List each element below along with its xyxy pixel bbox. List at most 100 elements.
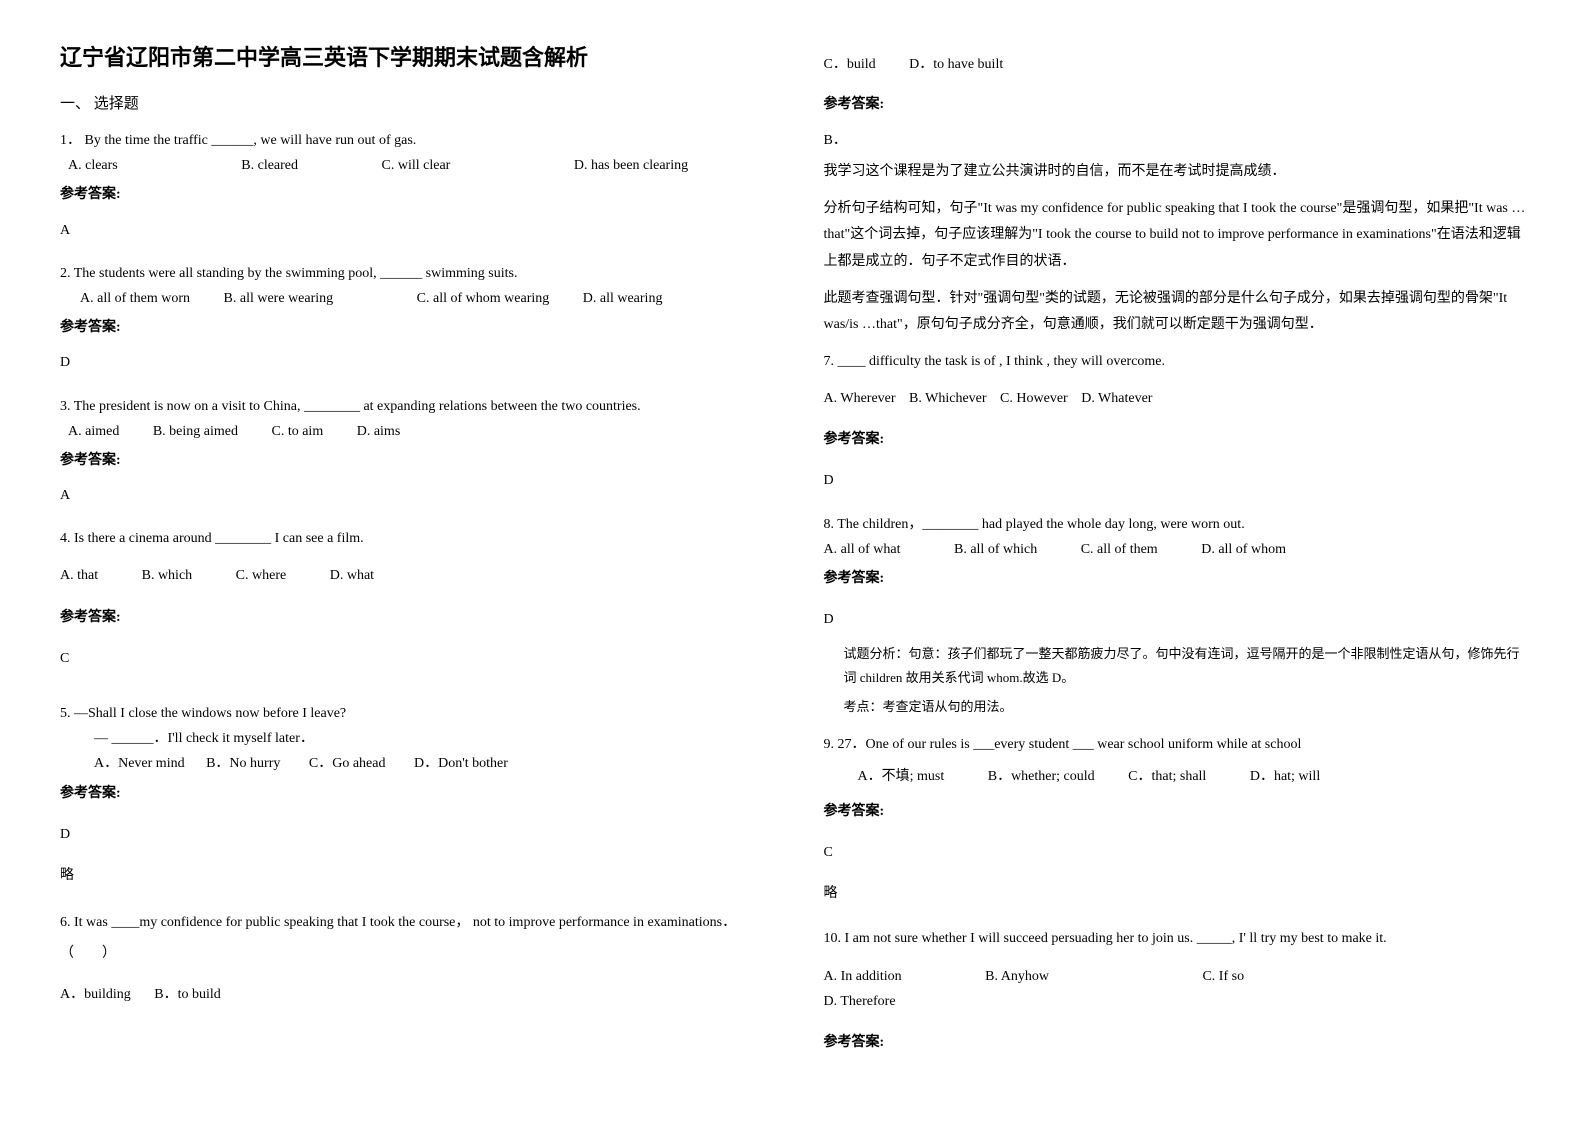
q2-optA: A. all of them worn [60,286,190,311]
q6-answer-label: 参考答案: [824,93,1528,113]
q1-optA: A. clears [60,153,118,178]
q1-options: A. clears B. cleared C. will clear D. ha… [60,153,764,178]
q9-text: 9. 27．One of our rules is ___every stude… [824,732,1528,757]
q8-optC: C. all of them [1081,537,1158,562]
q3-options: A. aimed B. being aimed C. to aim D. aim… [60,419,764,444]
q3-text: 3. The president is now on a visit to Ch… [60,394,764,419]
q1-optD: D. has been clearing [574,153,688,178]
q10-optA: A. In addition [824,964,902,989]
q7-options: A. Wherever B. Whichever C. However D. W… [824,386,1528,411]
q7-answer: D [824,468,1528,493]
q3-optC: C. to aim [271,419,323,444]
q7-text: 7. ____ difficulty the task is of , I th… [824,349,1528,374]
q4-optD: D. what [330,563,374,588]
q4-optB: B. which [142,563,193,588]
question-8: 8. The children，________ had played the … [824,512,1528,725]
q8-optA: A. all of what [824,537,901,562]
q6-exp2: 分析句子结构可知，句子"It was my confidence for pub… [824,196,1528,276]
question-4: 4. Is there a cinema around ________ I c… [60,526,764,681]
q1-optC: C. will clear [382,153,451,178]
question-7: 7. ____ difficulty the task is of , I th… [824,349,1528,504]
question-3: 3. The president is now on a visit to Ch… [60,394,764,519]
question-9: 9. 27．One of our rules is ___every stude… [824,732,1528,906]
q10-options: A. In addition B. Anyhow C. If so D. The… [824,964,1528,1014]
question-2: 2. The students were all standing by the… [60,261,764,386]
q5-text: 5. —Shall I close the windows now before… [60,701,764,726]
q9-note: 略 [824,881,1528,906]
q7-optC: C. However [1000,386,1068,411]
question-5: 5. —Shall I close the windows now before… [60,701,764,888]
q8-analysis1: 试题分析：句意：孩子们都玩了一整天都筋疲力尽了。句中没有连词，逗号隔开的是一个非… [824,642,1528,689]
q9-optA: A．不填; must [858,764,945,789]
q2-optB: B. all were wearing [224,286,334,311]
q5-optC: C．Go ahead [309,751,386,776]
left-column: 辽宁省辽阳市第二中学高三英语下学期期末试题含解析 一、 选择题 1． By th… [60,40,764,1082]
section-header: 一、 选择题 [60,92,764,113]
q5-note: 略 [60,863,764,888]
q5-answer-label: 参考答案: [60,781,764,806]
q2-options: A. all of them worn B. all were wearing … [60,286,764,311]
q6-options-row1: A．building B．to build [60,982,764,1007]
q7-optA: A. Wherever [824,386,896,411]
q6-answer: B． [824,129,1528,149]
q7-optD: D. Whatever [1081,386,1152,411]
q8-answer-label: 参考答案: [824,566,1528,591]
q6-options-row2: C．build D．to have built [824,52,1528,77]
q9-optB: B．whether; could [988,764,1095,789]
q3-optA: A. aimed [60,419,119,444]
q4-optC: C. where [236,563,287,588]
q9-answer: C [824,840,1528,865]
q5-options: A．Never mind B．No hurry C．Go ahead D．Don… [60,751,764,776]
q6-optA: A．building [60,982,131,1007]
q8-optB: B. all of which [954,537,1037,562]
q10-text: 10. I am not sure whether I will succeed… [824,926,1528,951]
question-6: 6. It was ____my confidence for public s… [60,908,764,1007]
q6-optD: D．to have built [909,52,1003,77]
q10-optC: C. If so [1202,964,1244,989]
q4-answer: C [60,646,764,671]
q1-optB: B. cleared [241,153,298,178]
q5-answer: D [60,822,764,847]
q6-text: 6. It was ____my confidence for public s… [60,908,764,970]
q4-optA: A. that [60,563,98,588]
q1-answer-label: 参考答案: [60,182,764,207]
q3-optB: B. being aimed [153,419,238,444]
q2-optC: C. all of whom wearing [417,286,550,311]
q9-options: A．不填; must B．whether; could C．that; shal… [824,764,1528,789]
document-title: 辽宁省辽阳市第二中学高三英语下学期期末试题含解析 [60,40,764,72]
q4-text: 4. Is there a cinema around ________ I c… [60,526,764,551]
q4-answer-label: 参考答案: [60,605,764,630]
q2-optD: D. all wearing [583,286,663,311]
q5-optA: A．Never mind [94,751,185,776]
q6-exp3: 此题考查强调句型．针对"强调句型"类的试题，无论被强调的部分是什么句子成分，如果… [824,286,1528,339]
q8-optD: D. all of whom [1201,537,1286,562]
q8-answer: D [824,607,1528,632]
q8-options: A. all of what B. all of which C. all of… [824,537,1528,562]
q8-text: 8. The children，________ had played the … [824,512,1528,537]
q8-analysis2: 考点：考查定语从句的用法。 [824,695,1528,718]
q6-optC: C．build [824,52,876,77]
q5-optB: B．No hurry [206,751,280,776]
q1-answer: A [60,218,764,243]
q7-answer-label: 参考答案: [824,427,1528,452]
q6-exp1: 我学习这个课程是为了建立公共演讲时的自信，而不是在考试时提高成绩． [824,159,1528,186]
q10-optB: B. Anyhow [985,964,1049,989]
q9-answer-label: 参考答案: [824,799,1528,824]
q10-optD: D. Therefore [824,989,896,1014]
q3-answer-label: 参考答案: [60,448,764,473]
q5-optD: D．Don't bother [414,751,508,776]
question-10: 10. I am not sure whether I will succeed… [824,926,1528,1059]
q9-optC: C．that; shall [1128,764,1206,789]
q2-answer: D [60,350,764,375]
q3-answer: A [60,483,764,508]
q5-line2: — ______．I'll check it myself later． [60,726,764,751]
q7-optB: B. Whichever [909,386,987,411]
q10-answer-label: 参考答案: [824,1030,1528,1055]
q2-text: 2. The students were all standing by the… [60,261,764,286]
q6-optB: B．to build [154,982,221,1007]
q1-text: 1． By the time the traffic ______, we wi… [60,128,764,153]
right-column: C．build D．to have built 参考答案: B． 我学习这个课程… [824,40,1528,1082]
q4-options: A. that B. which C. where D. what [60,563,764,588]
q3-optD: D. aims [357,419,401,444]
q9-optD: D．hat; will [1250,764,1320,789]
